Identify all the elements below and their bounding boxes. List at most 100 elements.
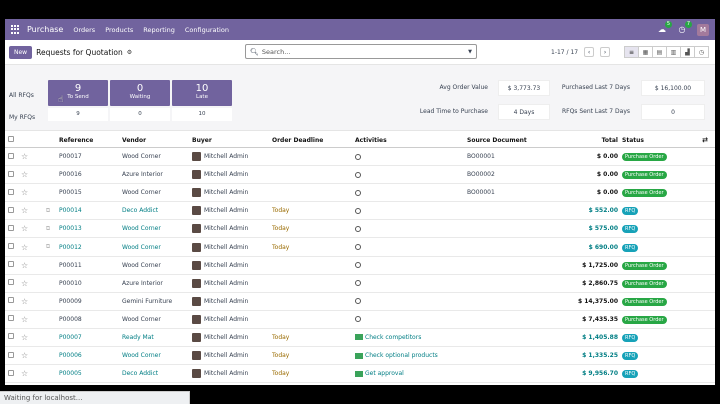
menu-products[interactable]: Products <box>105 25 134 34</box>
table-row[interactable]: ☆ P00017 Wood Corner Mitchell Admin BO00001 $… <box>5 148 715 167</box>
star-icon[interactable]: ☆ <box>21 242 29 252</box>
table-row[interactable]: ☆ P00010 Azure Interior Mitchell Admin $ 2,8… <box>5 275 715 293</box>
list-view-icon[interactable]: ≡ <box>624 46 639 58</box>
star-icon[interactable]: ☆ <box>21 224 29 234</box>
table-row[interactable]: ☆ P00016 Azure Interior Mitchell Admin BO000… <box>5 166 715 185</box>
tile-to-send[interactable]: 9 To Send <box>48 80 108 106</box>
table-row[interactable]: ☆ P00007 Ready Mat Mitchell Admin Today Check… <box>5 329 715 348</box>
table-row[interactable]: ☆ P00005 Deco Addict Mitchell Admin Today Get… <box>5 365 715 384</box>
row-checkbox[interactable] <box>8 333 14 340</box>
cell-activity[interactable] <box>355 280 467 287</box>
my-late-value[interactable]: 10 <box>172 108 232 121</box>
clock-icon[interactable] <box>355 298 361 305</box>
star-icon[interactable]: ☆ <box>21 260 29 270</box>
cell-activity[interactable] <box>355 171 467 178</box>
row-checkbox[interactable] <box>8 297 14 304</box>
header-status[interactable]: Status <box>622 136 644 144</box>
star-icon[interactable]: ☆ <box>21 188 29 198</box>
table-row[interactable]: ☆ P00009 Gemini Furniture Mitchell Admin $ 1… <box>5 293 715 311</box>
menu-orders[interactable]: Orders <box>73 25 96 34</box>
cell-activity[interactable] <box>355 225 467 232</box>
pager-value[interactable]: 1-17 / 17 <box>551 48 579 56</box>
menu-configuration[interactable]: Configuration <box>184 25 229 34</box>
cell-activity[interactable] <box>355 244 467 251</box>
app-brand[interactable]: Purchase <box>27 25 64 34</box>
clock-icon[interactable] <box>355 244 361 251</box>
my-waiting-value[interactable]: 0 <box>110 108 170 121</box>
cell-activity[interactable]: Check competitors <box>355 334 467 341</box>
header-total[interactable]: Total <box>601 136 618 144</box>
graph-view-icon[interactable]: ▟ <box>680 46 695 58</box>
cell-activity[interactable] <box>355 189 467 196</box>
table-row[interactable]: ☆ ⧉ P00012 Wood Corner Mitchell Admin Today $ … <box>5 238 715 257</box>
star-icon[interactable]: ☆ <box>21 332 29 342</box>
activity-view-icon[interactable]: ◷ <box>694 46 709 58</box>
star-icon[interactable]: ☆ <box>21 296 29 306</box>
table-row[interactable]: ☆ ⧉ P00013 Wood Corner Mitchell Admin Today $ … <box>5 220 715 239</box>
header-buyer[interactable]: Buyer <box>192 136 212 144</box>
cell-activity[interactable]: Check optional products <box>355 352 467 359</box>
user-avatar[interactable]: M <box>697 23 709 36</box>
row-checkbox[interactable] <box>8 351 14 358</box>
cell-activity[interactable] <box>355 153 467 160</box>
pager-next-button[interactable]: › <box>600 47 611 57</box>
header-deadline[interactable]: Order Deadline <box>272 136 324 144</box>
search-toggle-icon[interactable]: ▼ <box>468 48 472 55</box>
pager-previous-button[interactable]: ‹ <box>584 47 595 57</box>
row-checkbox[interactable] <box>8 243 14 250</box>
clock-icon[interactable] <box>355 207 361 214</box>
my-to-send-value[interactable]: 9 <box>48 108 108 121</box>
row-checkbox[interactable] <box>8 206 14 213</box>
search-input[interactable]: Search... <box>261 47 291 56</box>
star-icon[interactable]: ☆ <box>21 170 29 180</box>
table-row[interactable]: ☆ ⧉ P00014 Deco Addict Mitchell Admin Today $ … <box>5 202 715 221</box>
star-icon[interactable]: ☆ <box>21 351 29 361</box>
clock-icon[interactable] <box>355 262 361 269</box>
header-source[interactable]: Source Document <box>467 136 527 144</box>
search-box[interactable]: 🔍︎ Search... ▼ <box>245 44 477 59</box>
row-checkbox[interactable] <box>8 188 14 195</box>
optional-columns-icon[interactable]: ⇄ <box>702 136 708 144</box>
chat-icon[interactable]: ☁ 5 <box>658 20 672 34</box>
star-icon[interactable]: ☆ <box>21 278 29 288</box>
tile-waiting[interactable]: 0 Waiting <box>110 80 170 106</box>
row-checkbox[interactable] <box>8 152 14 159</box>
clock-icon[interactable] <box>355 225 361 232</box>
calendar-view-icon[interactable]: ▤ <box>652 46 667 58</box>
row-checkbox[interactable] <box>8 369 14 376</box>
table-row[interactable]: ☆ P00008 Wood Corner Mitchell Admin $ 7,435.… <box>5 311 715 329</box>
clock-icon[interactable] <box>355 280 361 287</box>
table-row[interactable]: ☆ P00011 Wood Corner Mitchell Admin $ 1,725.… <box>5 257 715 275</box>
gear-icon[interactable]: ⚙ <box>126 48 133 56</box>
star-icon[interactable]: ☆ <box>21 314 29 324</box>
row-checkbox[interactable] <box>8 261 14 268</box>
cell-activity[interactable] <box>355 316 467 323</box>
star-icon[interactable]: ☆ <box>21 152 29 162</box>
table-row[interactable]: ☆ P00015 Wood Corner Mitchell Admin BO00001 $… <box>5 184 715 203</box>
page-title[interactable]: Requests for Quotation <box>36 47 123 57</box>
header-activities[interactable]: Activities <box>355 136 387 144</box>
row-checkbox[interactable] <box>8 315 14 322</box>
row-checkbox[interactable] <box>8 224 14 231</box>
clock-icon[interactable] <box>355 153 361 160</box>
cell-activity[interactable] <box>355 262 467 269</box>
apps-menu-icon[interactable] <box>11 24 21 35</box>
cell-activity[interactable] <box>355 298 467 305</box>
cell-activity[interactable] <box>355 207 467 214</box>
pivot-view-icon[interactable]: ▥ <box>666 46 681 58</box>
new-button[interactable]: New <box>9 45 33 59</box>
clock-icon[interactable] <box>355 189 361 196</box>
menu-reporting[interactable]: Reporting <box>143 25 175 34</box>
star-icon[interactable]: ☆ <box>21 369 29 379</box>
select-all-checkbox[interactable] <box>8 136 14 142</box>
row-checkbox[interactable] <box>8 170 14 177</box>
tile-late[interactable]: 10 Late <box>172 80 232 106</box>
header-reference[interactable]: Reference <box>59 136 94 144</box>
activity-icon[interactable]: ◷ 7 <box>678 20 692 34</box>
kanban-view-icon[interactable]: ▦ <box>638 46 653 58</box>
clock-icon[interactable] <box>355 171 361 178</box>
cell-activity[interactable]: Get approval <box>355 370 467 377</box>
table-row[interactable]: ☆ P00006 Wood Corner Mitchell Admin Today Che… <box>5 347 715 366</box>
clock-icon[interactable] <box>355 316 361 323</box>
header-vendor[interactable]: Vendor <box>122 136 147 144</box>
